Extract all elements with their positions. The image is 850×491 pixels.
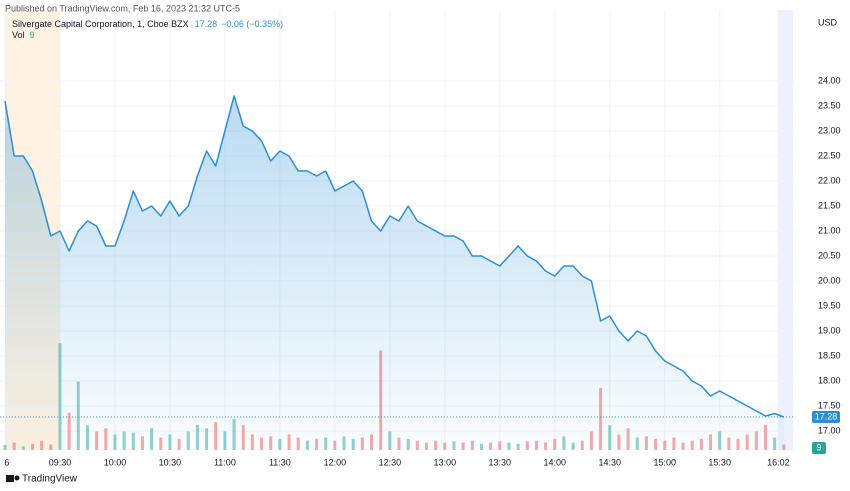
last-price-label: 17.28: [815, 411, 838, 421]
y-tick-label: 23.00: [818, 125, 841, 135]
last-volume: 9: [30, 30, 35, 40]
x-tick-label: 09:30: [49, 457, 72, 467]
volume-legend: Vol 9: [12, 30, 35, 40]
y-tick-label: 21.50: [818, 200, 841, 210]
x-tick-label: 13:00: [434, 457, 457, 467]
last-price: 17.28: [195, 19, 218, 29]
y-tick-label: 19.50: [818, 300, 841, 310]
y-tick-label: 22.50: [818, 150, 841, 160]
x-tick-label: 14:30: [598, 457, 621, 467]
published-note: Published on TradingView.com, Feb 16, 20…: [5, 3, 240, 13]
x-tick-label: 10:00: [104, 457, 127, 467]
x-tick-label: 12:30: [379, 457, 402, 467]
last-volume-box: [812, 442, 826, 454]
y-tick-label: 19.00: [818, 325, 841, 335]
price-line: [4, 95, 785, 418]
y-tick-label: 20.00: [818, 275, 841, 285]
currency: USD: [818, 17, 838, 27]
y-tick-label: 20.50: [818, 250, 841, 260]
y-tick-label: 18.50: [818, 350, 841, 360]
symbol-name: Silvergate Capital Corporation, 1, Cboe …: [12, 19, 189, 29]
y-tick-label: 17.00: [818, 425, 841, 435]
y-tick-label: 22.00: [818, 175, 841, 185]
symbol: Silvergate Capital Corporation, 1, Cboe …: [12, 19, 283, 29]
brand: TradingView: [22, 474, 78, 485]
y-tick-label: 18.00: [818, 375, 841, 385]
area-fill: [5, 96, 784, 450]
last-price-box: [812, 411, 840, 423]
volume-bar: [782, 444, 786, 450]
x-tick-label: 11:30: [269, 457, 291, 467]
x-tick-label: 15:00: [653, 457, 676, 467]
x-tick-label: 11:00: [214, 457, 236, 467]
volume-label: Vol: [12, 30, 25, 40]
y-tick-label: 21.00: [818, 225, 841, 235]
x-tick-label: 10:30: [159, 457, 182, 467]
x-tick-label: 13:30: [489, 457, 512, 467]
x-tick-label: 12:00: [324, 457, 347, 467]
x-tick-label: 15:30: [708, 457, 731, 467]
price-change: −0.06 (−0.35%): [221, 19, 283, 29]
x-tick-label: 16:02: [767, 457, 790, 467]
brand-logo: [6, 475, 20, 482]
x-tick-label: 14:00: [544, 457, 567, 467]
y-tick-label: 23.50: [818, 100, 841, 110]
session-shade: [778, 10, 793, 450]
y-tick-label: 24.00: [818, 75, 841, 85]
last-volume-label: 9: [816, 442, 821, 452]
x-tick-label: 6: [4, 457, 9, 467]
y-tick-label: 17.50: [818, 400, 841, 410]
